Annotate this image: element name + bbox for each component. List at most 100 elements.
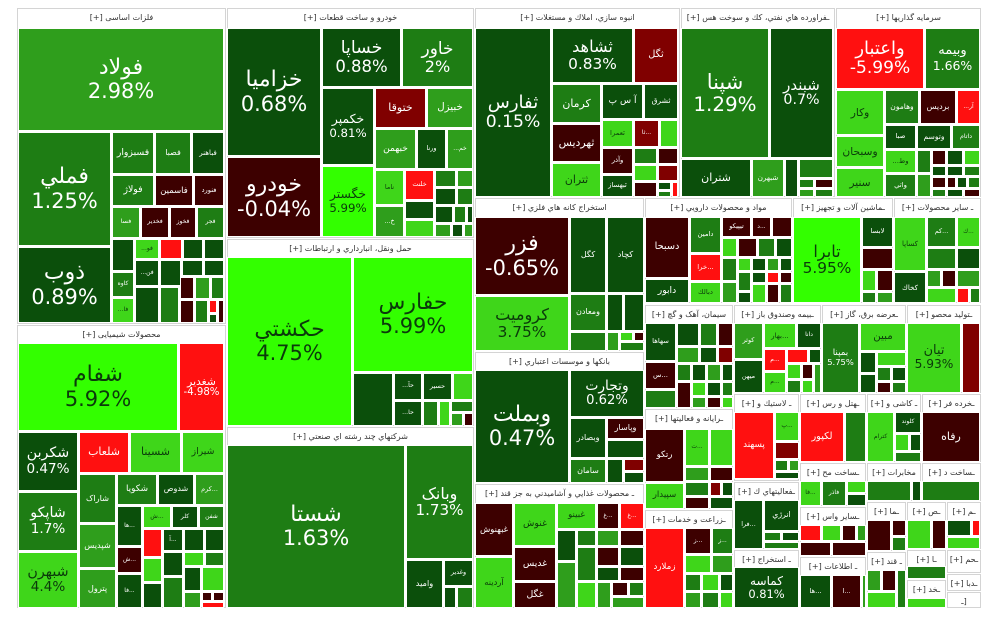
stock-tile-unlabeled[interactable] bbox=[867, 592, 896, 608]
stock-tile-unlabeled[interactable] bbox=[444, 587, 456, 608]
stock-tile[interactable]: خم... bbox=[447, 129, 473, 169]
stock-tile[interactable]: ثشاهد 0.83% bbox=[552, 28, 633, 83]
stock-tile-unlabeled[interactable] bbox=[620, 530, 644, 546]
stock-tile[interactable]: شلعاب bbox=[79, 432, 129, 473]
stock-tile-unlabeled[interactable] bbox=[718, 347, 733, 363]
stock-tile[interactable]: کچاد bbox=[607, 217, 644, 293]
stock-tile[interactable]: وبملت 0.47% bbox=[475, 370, 569, 483]
stock-tile[interactable]: ثتران bbox=[552, 163, 601, 197]
stock-tile-unlabeled[interactable] bbox=[907, 520, 931, 549]
stock-tile[interactable]: ...ش bbox=[117, 547, 142, 573]
stock-tile[interactable]: شبندر 0.7% bbox=[770, 28, 833, 158]
stock-tile-unlabeled[interactable] bbox=[707, 364, 721, 381]
stock-tile[interactable]: كلر bbox=[172, 506, 198, 528]
stock-tile[interactable]: بمپنا 5.75% bbox=[822, 323, 859, 393]
stock-tile[interactable]: خکمپر 0.81% bbox=[322, 88, 374, 165]
stock-tile-unlabeled[interactable] bbox=[776, 238, 792, 257]
sector-header[interactable]: مواد و محصولات دارويي [+] bbox=[670, 203, 767, 212]
stock-tile-unlabeled[interactable] bbox=[780, 284, 792, 303]
stock-tile[interactable]: لابسا bbox=[862, 217, 893, 247]
stock-tile[interactable]: ومعادن bbox=[570, 294, 606, 331]
stock-tile[interactable]: واتي bbox=[885, 174, 916, 197]
stock-tile-unlabeled[interactable] bbox=[895, 452, 921, 462]
stock-tile[interactable]: شسینا bbox=[130, 432, 181, 473]
stock-tile-unlabeled[interactable] bbox=[799, 179, 814, 188]
stock-tile-unlabeled[interactable] bbox=[135, 287, 159, 323]
stock-tile[interactable]: شتران bbox=[681, 159, 751, 197]
stock-tile[interactable]: ورنا bbox=[417, 129, 446, 169]
stock-tile-unlabeled[interactable] bbox=[451, 401, 473, 412]
stock-tile[interactable]: ثفارس 0.15% bbox=[475, 28, 551, 197]
stock-tile-unlabeled[interactable] bbox=[702, 592, 719, 608]
stock-tile-unlabeled[interactable] bbox=[722, 238, 737, 257]
stock-tile-unlabeled[interactable] bbox=[423, 401, 438, 426]
stock-tile-unlabeled[interactable] bbox=[738, 258, 751, 271]
sector-header[interactable]: [ـ bbox=[961, 597, 967, 606]
stock-tile[interactable]: خبهمن bbox=[375, 129, 416, 169]
stock-tile-unlabeled[interactable] bbox=[917, 174, 931, 197]
stock-tile[interactable]: ...ها bbox=[800, 575, 831, 608]
stock-tile-unlabeled[interactable] bbox=[802, 380, 813, 393]
sector-header[interactable]: ـ قند [+] bbox=[871, 557, 902, 566]
stock-tile[interactable]: شستا 1.63% bbox=[227, 445, 405, 608]
stock-tile[interactable]: فولاد 2.98% bbox=[18, 28, 224, 131]
stock-tile[interactable]: سهاها bbox=[645, 323, 676, 361]
stock-tile-unlabeled[interactable] bbox=[892, 382, 906, 393]
stock-tile[interactable]: وبصادر bbox=[570, 418, 606, 458]
stock-tile[interactable]: خبیزل bbox=[427, 88, 473, 128]
sector-header[interactable]: ـساخت د [+] bbox=[928, 468, 975, 477]
stock-tile[interactable]: شاپکو 1.7% bbox=[18, 492, 78, 551]
stock-tile-unlabeled[interactable] bbox=[692, 382, 706, 396]
sector-header[interactable]: ـفراورده هاي نفتي، كك و سوخت هس [+] bbox=[686, 13, 830, 22]
stock-tile-unlabeled[interactable] bbox=[685, 574, 701, 591]
stock-tile[interactable]: لکپور bbox=[800, 412, 844, 462]
stock-tile[interactable]: ...پ bbox=[775, 412, 799, 441]
stock-tile[interactable]: غبهنوش bbox=[475, 503, 513, 556]
stock-tile-unlabeled[interactable] bbox=[722, 382, 733, 396]
stock-tile-unlabeled[interactable] bbox=[202, 592, 212, 601]
stock-tile[interactable]: شبهرن 4.4% bbox=[18, 552, 78, 608]
stock-tile[interactable]: آر... bbox=[957, 90, 980, 124]
stock-tile-unlabeled[interactable] bbox=[907, 566, 946, 579]
stock-tile-unlabeled[interactable] bbox=[184, 552, 204, 566]
stock-tile[interactable]: شغدیر -4.98% bbox=[179, 343, 224, 431]
sector-header[interactable]: ـخد [+] bbox=[912, 585, 941, 594]
stock-tile-unlabeled[interactable] bbox=[451, 413, 463, 426]
stock-tile-unlabeled[interactable] bbox=[787, 364, 801, 379]
stock-tile[interactable]: کلوند bbox=[895, 412, 921, 433]
stock-tile-unlabeled[interactable] bbox=[932, 520, 946, 549]
sector-header[interactable]: ـدبا [+] bbox=[950, 579, 978, 588]
stock-tile-unlabeled[interactable] bbox=[897, 570, 906, 608]
stock-tile-unlabeled[interactable] bbox=[862, 248, 893, 269]
stock-tile-unlabeled[interactable] bbox=[857, 525, 866, 541]
stock-tile-unlabeled[interactable] bbox=[970, 288, 980, 303]
stock-tile[interactable]: ...آ bbox=[163, 529, 183, 551]
stock-tile-unlabeled[interactable] bbox=[707, 397, 721, 408]
stock-tile[interactable]: وبیمه 1.66% bbox=[925, 28, 980, 89]
stock-tile-unlabeled[interactable] bbox=[787, 349, 808, 363]
stock-tile-unlabeled[interactable] bbox=[764, 532, 781, 541]
stock-tile-unlabeled[interactable] bbox=[710, 497, 733, 509]
sector-header[interactable]: بانکها و موسسات اعتباري [+] bbox=[508, 357, 611, 366]
stock-tile-unlabeled[interactable] bbox=[780, 258, 792, 271]
sector-header[interactable]: ـ کاشی و [+] bbox=[870, 399, 918, 408]
stock-tile[interactable]: ناما bbox=[375, 170, 404, 205]
stock-tile-unlabeled[interactable] bbox=[658, 191, 671, 197]
stock-tile-unlabeled[interactable] bbox=[597, 547, 619, 566]
stock-tile-unlabeled[interactable] bbox=[607, 440, 644, 458]
stock-tile-unlabeled[interactable] bbox=[453, 373, 473, 400]
stock-tile[interactable]: آردینه bbox=[475, 557, 513, 608]
stock-tile[interactable]: رتكو bbox=[645, 429, 684, 482]
stock-tile-unlabeled[interactable] bbox=[957, 177, 967, 188]
stock-tile-unlabeled[interactable] bbox=[867, 481, 911, 501]
stock-tile[interactable]: کوثر bbox=[734, 323, 763, 359]
stock-tile[interactable]: دبالك bbox=[690, 282, 721, 303]
stock-tile-unlabeled[interactable] bbox=[752, 272, 766, 283]
sector-header[interactable]: ـ لاستيك و [+] bbox=[741, 399, 792, 408]
stock-tile-unlabeled[interactable] bbox=[457, 170, 473, 187]
stock-tile-unlabeled[interactable] bbox=[143, 529, 162, 557]
sector-header[interactable]: ـا [+] bbox=[916, 555, 937, 564]
stock-tile[interactable]: شپدیس bbox=[79, 524, 116, 568]
stock-tile-unlabeled[interactable] bbox=[964, 166, 980, 176]
stock-tile-unlabeled[interactable] bbox=[912, 481, 921, 501]
